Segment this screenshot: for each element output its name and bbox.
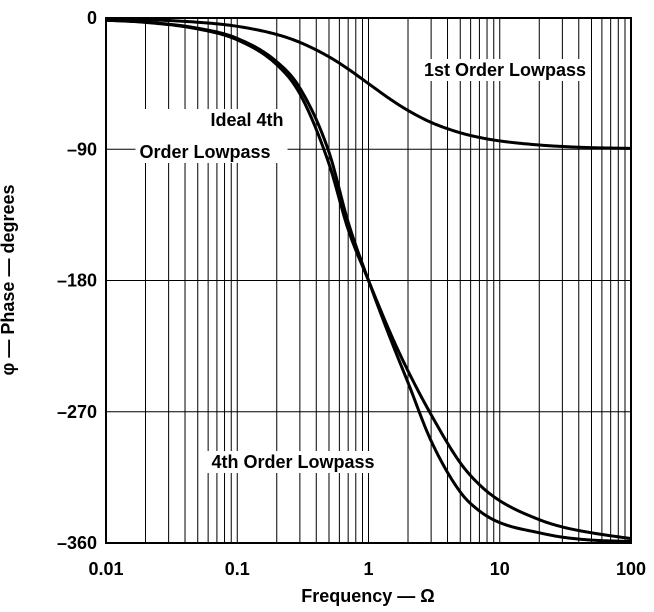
plot-frame <box>105 17 632 544</box>
x-tick-label: 1 <box>363 559 373 579</box>
annotation-ideal-4th-line1: Ideal 4th <box>210 110 283 130</box>
annotation-ideal-4th-line2: Order Lowpass <box>139 142 270 162</box>
annotation-1st-order-bg <box>419 59 591 81</box>
x-axis-label: Frequency — Ω <box>301 586 434 606</box>
x-tick-label: 0.1 <box>225 559 250 579</box>
x-tick-label: 100 <box>616 559 646 579</box>
curve-1st-order-lowpass <box>105 17 632 150</box>
annotation-4th-order-bg <box>207 451 379 473</box>
y-tick-label: –360 <box>57 533 97 553</box>
y-axis-label: φ — Phase — degrees <box>0 185 18 376</box>
annotation-4th-order: 4th Order Lowpass <box>207 451 379 473</box>
annotation-ideal-4th-order: Ideal 4th Order Lowpass <box>135 109 288 163</box>
curves <box>105 17 632 544</box>
curve-4th-order-lowpass <box>105 18 632 541</box>
annotation-1st-order-text: 1st Order Lowpass <box>424 60 586 80</box>
annotation-1st-order: 1st Order Lowpass <box>419 59 591 81</box>
x-tick-label: 10 <box>490 559 510 579</box>
annotation-4th-order-text: 4th Order Lowpass <box>211 452 374 472</box>
y-tick-labels: 0 –90 –180 –270 –360 <box>57 8 97 553</box>
annotation-ideal-4th-order-bg <box>135 109 288 163</box>
y-tick-label: –270 <box>57 402 97 422</box>
x-tick-label: 0.01 <box>88 559 123 579</box>
y-tick-label: –180 <box>57 271 97 291</box>
y-tick-label: 0 <box>87 8 97 28</box>
y-tick-label: –90 <box>67 139 97 159</box>
x-tick-labels: 0.01 0.1 1 10 100 <box>88 559 646 579</box>
